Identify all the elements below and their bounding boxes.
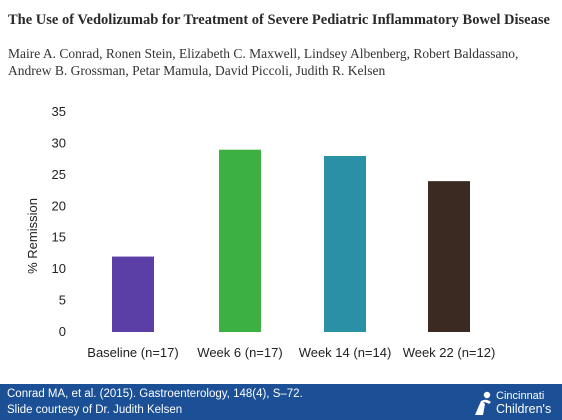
- footer-bar: Conrad MA, et al. (2015). Gastroenterolo…: [0, 384, 562, 420]
- x-axis-ticks: Baseline (n=17) Week 6 (n=17) Week 14 (n=1…: [87, 345, 495, 360]
- x-tick-label: Week 6 (n=17): [197, 345, 282, 360]
- y-tick-label: 35: [52, 104, 66, 119]
- logo-line-2: Children's: [496, 402, 552, 416]
- bar-2: [219, 149, 261, 332]
- logo-text: Cincinnati Children's: [496, 390, 551, 416]
- remission-bar-chart: % Remission 0 5 10 15 20 25 30 35 Baseline (n=1…: [25, 104, 495, 360]
- y-tick-label: 30: [52, 135, 66, 150]
- y-axis-ticks: 0 5 10 15 20 25 30 35: [52, 104, 66, 339]
- y-axis-label: % Remission: [25, 198, 40, 274]
- courtesy-text: Slide courtesy of Dr. Judith Kelsen: [7, 404, 183, 416]
- y-tick-label: 5: [59, 293, 66, 308]
- citation-block: Conrad MA, et al. (2015). Gastroenterolo…: [7, 386, 303, 418]
- x-tick-label: Week 22 (n=12): [403, 345, 496, 360]
- x-tick-label: Week 14 (n=14): [299, 345, 392, 360]
- y-tick-label: 0: [59, 324, 66, 339]
- x-tick-label: Baseline (n=17): [87, 345, 178, 360]
- slide-title: The Use of Vedolizumab for Treatment of …: [8, 12, 550, 28]
- author-list: Maire A. Conrad, Ronen Stein, Elizabeth …: [8, 46, 519, 78]
- y-tick-label: 20: [52, 198, 66, 213]
- bar-3: [324, 156, 366, 332]
- logo-line-1: Cincinnati: [496, 390, 545, 402]
- cincinnati-childrens-logo: Cincinnati Children's: [472, 388, 560, 418]
- bar-4: [428, 181, 470, 332]
- bars: [112, 149, 470, 332]
- y-tick-label: 15: [52, 230, 66, 245]
- logo-figure-icon: [475, 391, 491, 415]
- bar-1: [112, 256, 154, 332]
- citation-text: Conrad MA, et al. (2015). Gastroenterolo…: [7, 388, 303, 400]
- y-tick-label: 10: [52, 261, 66, 276]
- y-tick-label: 25: [52, 167, 66, 182]
